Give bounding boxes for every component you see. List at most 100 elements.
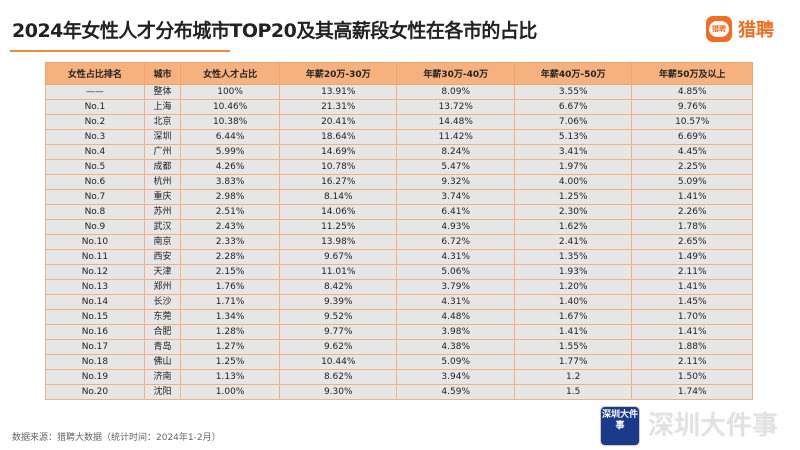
table-cell: No.1 [45, 99, 145, 115]
table-cell: 13.98% [278, 234, 398, 250]
table-cell: 3.79% [396, 279, 515, 295]
table-cell: 4.59% [396, 384, 515, 400]
table-cell: 1.34% [180, 309, 280, 325]
table-cell: 3.55% [513, 84, 633, 100]
table-cell: 6.41% [396, 204, 515, 220]
table-cell: 9.30% [278, 384, 398, 400]
table-cell: 整体 [143, 84, 182, 100]
liepin-logo-icon: 猎聘 [706, 16, 732, 42]
table-cell: 9.39% [278, 294, 398, 310]
table-cell: 1.71% [180, 294, 280, 310]
table-cell: 1.25% [513, 189, 633, 205]
column-header: 女性人才占比 [180, 62, 280, 85]
table-cell: 9.62% [278, 339, 398, 355]
table-row: No.9 武汉 2.43% 11.25% 4.93% 1.62% 1.78% [45, 219, 753, 235]
table-cell: No.6 [45, 174, 145, 190]
table-cell: No.11 [45, 249, 145, 265]
table-header-row: 女性占比排名 城市 女性人才占比 年薪20万-30万 年薪30万-40万 年薪40万-50… [45, 62, 753, 85]
table-cell: 13.91% [278, 84, 398, 100]
table-cell: 1.70% [631, 309, 753, 325]
column-header: 年薪40万-50万 [513, 62, 633, 85]
table-cell: 1.77% [513, 354, 633, 370]
table-cell: 东莞 [143, 309, 182, 325]
column-header: 女性占比排名 [45, 62, 145, 85]
table-row: No.18 佛山 1.25% 10.44% 5.09% 1.77% 2.11% [45, 354, 753, 370]
table-cell: 2.65% [631, 234, 753, 250]
table-cell: No.13 [45, 279, 145, 295]
title-underline [10, 50, 230, 52]
table-cell: 1.67% [513, 309, 633, 325]
table-cell: 1.62% [513, 219, 633, 235]
table-cell: 4.85% [631, 84, 753, 100]
table-cell: 青岛 [143, 339, 182, 355]
table-cell: 2.26% [631, 204, 753, 220]
table-row: No.16 合肥 1.28% 9.77% 3.98% 1.41% 1.41% [45, 324, 753, 340]
table-row: No.19 济南 1.13% 8.62% 3.94% 1.2 1.50% [45, 369, 753, 385]
table-cell: 1.40% [513, 294, 633, 310]
table-cell: 7.06% [513, 114, 633, 130]
table-row: No.10 南京 2.33% 13.98% 6.72% 2.41% 2.65% [45, 234, 753, 250]
table-cell: 6.69% [631, 129, 753, 145]
watermark-text: 深圳大件事 [648, 411, 779, 441]
table-cell: 2.28% [180, 249, 280, 265]
table-cell: 北京 [143, 114, 182, 130]
table-cell: 16.27% [278, 174, 398, 190]
watermark-badge: 深圳大件事 [600, 406, 640, 446]
table-cell: 成都 [143, 159, 182, 175]
table-cell: 9.52% [278, 309, 398, 325]
watermark: 深圳大件事 深圳大件事 [600, 406, 778, 446]
table-row: No.20 沈阳 1.00% 9.30% 4.59% 1.5 1.74% [45, 384, 753, 400]
table-cell: 100% [180, 84, 280, 100]
table-cell: 9.67% [278, 249, 398, 265]
table-cell: 1.25% [180, 354, 280, 370]
table-cell: 9.76% [631, 99, 753, 115]
table-cell: 1.20% [513, 279, 633, 295]
table-cell: No.15 [45, 309, 145, 325]
table-cell: 2.33% [180, 234, 280, 250]
table-cell: 8.24% [396, 144, 515, 160]
table-cell: 5.13% [513, 129, 633, 145]
table-cell: 1.41% [631, 279, 753, 295]
table-cell: 5.99% [180, 144, 280, 160]
table-row: No.15 东莞 1.34% 9.52% 4.48% 1.67% 1.70% [45, 309, 753, 325]
table-cell: No.14 [45, 294, 145, 310]
table-cell: 3.83% [180, 174, 280, 190]
table-cell: 1.76% [180, 279, 280, 295]
table-cell: 11.25% [278, 219, 398, 235]
table-cell: 南京 [143, 234, 182, 250]
column-header: 年薪50万及以上 [631, 62, 753, 85]
table-cell: 2.11% [631, 354, 753, 370]
table-cell: No.16 [45, 324, 145, 340]
page-title: 2024年女性人才分布城市TOP20及其高薪段女性在各市的占比 [12, 20, 537, 42]
table-cell: No.4 [45, 144, 145, 160]
table-cell: 2.51% [180, 204, 280, 220]
table-cell: 3.94% [396, 369, 515, 385]
table-cell: No.8 [45, 204, 145, 220]
table-cell: 1.49% [631, 249, 753, 265]
table-cell: 5.06% [396, 264, 515, 280]
table-cell: 6.72% [396, 234, 515, 250]
table-cell: 10.57% [631, 114, 753, 130]
table-cell: 9.77% [278, 324, 398, 340]
table-cell: 1.78% [631, 219, 753, 235]
table-cell: 14.69% [278, 144, 398, 160]
table-cell: 9.32% [396, 174, 515, 190]
table-row: No.12 天津 2.15% 11.01% 5.06% 1.93% 2.11% [45, 264, 753, 280]
table-cell: 1.2 [513, 369, 633, 385]
table-cell: 6.44% [180, 129, 280, 145]
table-row: No.11 西安 2.28% 9.67% 4.31% 1.35% 1.49% [45, 249, 753, 265]
table-cell: 1.55% [513, 339, 633, 355]
table-cell: 1.41% [513, 324, 633, 340]
table-cell: 沈阳 [143, 384, 182, 400]
table-cell: 4.00% [513, 174, 633, 190]
table-cell: 重庆 [143, 189, 182, 205]
table-row: No.8 苏州 2.51% 14.06% 6.41% 2.30% 2.26% [45, 204, 753, 220]
table-cell: No.10 [45, 234, 145, 250]
table-row: No.14 长沙 1.71% 9.39% 4.31% 1.40% 1.45% [45, 294, 753, 310]
table-row: No.1 上海 10.46% 21.31% 13.72% 6.67% 9.76% [45, 99, 753, 115]
table-cell: 天津 [143, 264, 182, 280]
table-cell: 6.67% [513, 99, 633, 115]
table-cell: 18.64% [278, 129, 398, 145]
table-cell: 1.45% [631, 294, 753, 310]
table-cell: 8.42% [278, 279, 398, 295]
